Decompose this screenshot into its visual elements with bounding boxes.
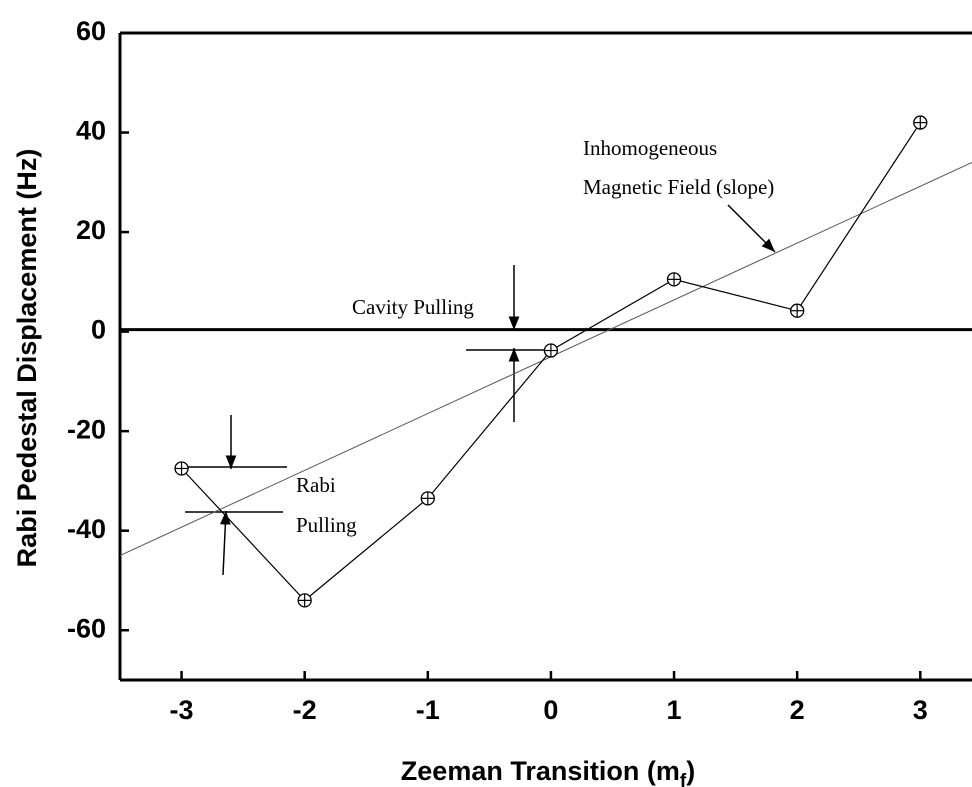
data-point: [174, 461, 189, 476]
arrow: [727, 204, 776, 253]
y-tick-label: 60: [76, 16, 106, 46]
y-tick-label: 40: [76, 116, 106, 146]
data-line: [181, 122, 921, 602]
y-tick-label: 0: [91, 315, 106, 345]
x-tick-label: -2: [293, 695, 317, 725]
data-point: [297, 593, 312, 608]
arrow: [219, 510, 231, 576]
x-tick-label: 1: [667, 695, 682, 725]
data-point: [913, 115, 928, 130]
x-tick-label: 2: [790, 695, 805, 725]
x-axis-label-text: Zeeman Transition (m: [401, 756, 680, 786]
y-axis-label: Rabi Pedestal Displacement (Hz): [12, 149, 42, 568]
x-axis-label: Zeeman Transition (mf): [401, 756, 695, 787]
x-axis-label-sub: f: [680, 771, 687, 787]
annotation: Pulling: [296, 513, 357, 537]
x-tick-label: 3: [913, 695, 928, 725]
x-tick-label: 0: [543, 695, 558, 725]
y-tick-label: 20: [76, 215, 106, 245]
annotation: Inhomogeneous: [583, 136, 717, 160]
annotation-arrows: [185, 204, 776, 576]
data-point: [790, 303, 805, 318]
data-point: [666, 272, 682, 287]
fit-line: [119, 161, 972, 557]
data-point: [420, 491, 435, 506]
data-point: [543, 343, 559, 358]
annotation: Rabi: [296, 473, 336, 497]
x-axis-label-end: ): [686, 756, 695, 786]
y-tick-label: -60: [67, 613, 106, 643]
annotation: Magnetic Field (slope): [583, 175, 774, 199]
x-tick-label: -1: [416, 695, 440, 725]
x-tick-label: -3: [170, 695, 194, 725]
y-tick-label: -20: [67, 414, 106, 444]
annotation: Cavity Pulling: [352, 295, 474, 319]
y-tick-label: -40: [67, 514, 106, 544]
